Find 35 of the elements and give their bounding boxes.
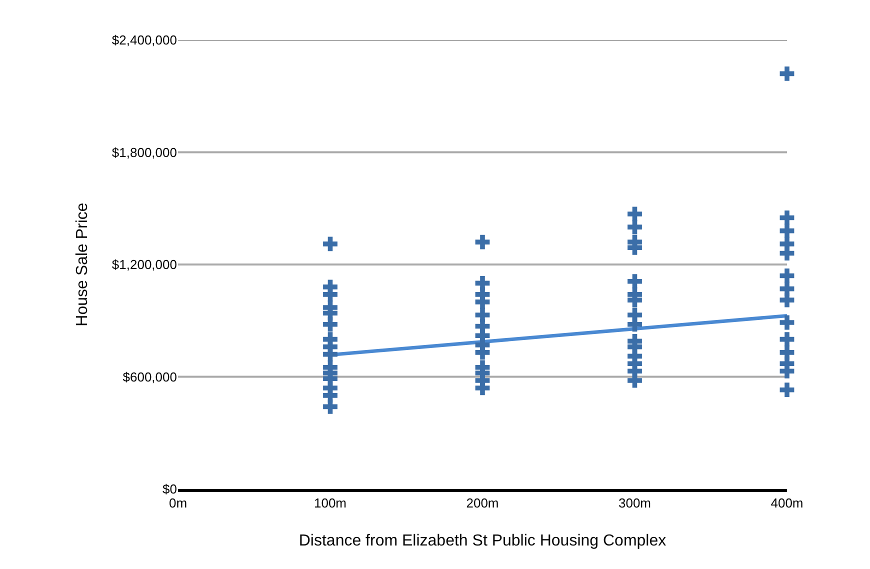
x-axis-title: Distance from Elizabeth St Public Housing Complex	[298, 532, 666, 550]
point	[628, 317, 642, 332]
x-tick-label: 400m	[770, 496, 804, 511]
point	[628, 206, 642, 222]
x-tick-label: 300m	[618, 496, 652, 511]
point	[780, 332, 794, 347]
point	[323, 399, 338, 414]
point	[323, 317, 338, 332]
point	[323, 347, 338, 362]
y-tick-label: $2,400,000	[112, 32, 177, 48]
point	[780, 315, 794, 330]
point	[475, 294, 490, 310]
point	[780, 268, 794, 283]
point	[323, 236, 338, 252]
y-tick-label: $0	[162, 482, 177, 497]
point	[780, 292, 794, 308]
point	[780, 246, 794, 260]
point	[628, 220, 642, 234]
point	[475, 234, 490, 250]
y-axis-title: House Sale Price	[74, 202, 91, 326]
x-tick-label: 200m	[466, 496, 499, 511]
x-tick-label: 100m	[314, 496, 347, 511]
x-tick-label: 0m	[168, 496, 188, 511]
y-tick-label: $1,800,000	[112, 144, 177, 160]
point	[780, 210, 794, 225]
point	[323, 287, 338, 302]
y-tick-label: $600,000	[122, 369, 177, 384]
point	[475, 345, 490, 360]
point	[628, 274, 642, 289]
point	[475, 380, 490, 396]
point	[628, 373, 642, 388]
y-tick-label: $1,200,000	[112, 257, 177, 272]
point	[780, 382, 794, 398]
point	[780, 224, 794, 238]
point	[780, 66, 794, 81]
